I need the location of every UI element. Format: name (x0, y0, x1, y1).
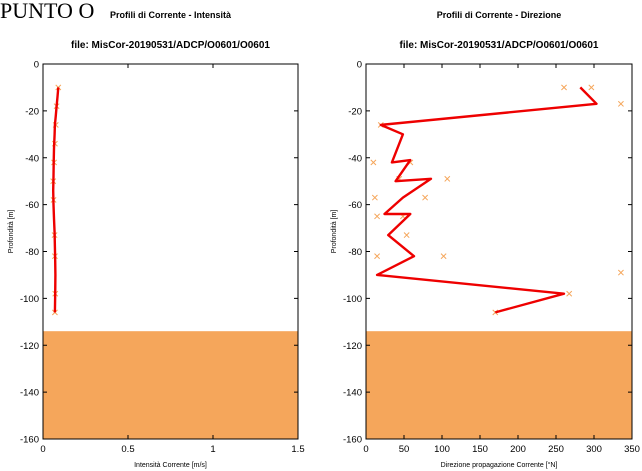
x-tick-label: 50 (399, 444, 410, 455)
x-tick-label: 350 (624, 444, 640, 455)
y-tick-label: -160 (20, 435, 39, 446)
y-tick-label: -20 (348, 106, 362, 117)
sample-marker (371, 194, 378, 201)
y-tick-label: -80 (25, 247, 39, 258)
x-tick-label: 100 (434, 444, 450, 455)
seabed-area (43, 331, 298, 439)
sample-marker (617, 269, 624, 276)
x-tick-label: 300 (586, 444, 602, 455)
sample-marker (566, 290, 573, 297)
x-tick-label: 250 (548, 444, 564, 455)
x-tick-label: 200 (510, 444, 526, 455)
x-tick-label: 1 (210, 444, 215, 455)
sample-marker (374, 253, 381, 260)
y-tick-label: -120 (343, 341, 362, 352)
chart-title: Profili di Corrente - Intensità (110, 10, 232, 20)
seabed-area (366, 331, 632, 439)
sample-marker (617, 100, 624, 107)
page-title: PUNTO O (0, 0, 95, 23)
x-tick-label: 1.5 (291, 444, 304, 455)
sample-marker (440, 253, 447, 260)
sample-marker (444, 175, 451, 182)
plot-frame (42, 63, 299, 440)
chart-intensity: Profili di Corrente - Intensità file: Mis… (8, 10, 305, 469)
sample-marker (51, 309, 58, 316)
y-tick-label: 0 (357, 60, 362, 71)
x-tick-label: 0 (363, 444, 368, 455)
chart-subtitle: file: MisCor-20190531/ADCP/O0601/O0601 (400, 40, 599, 51)
sample-marker (403, 232, 410, 239)
y-tick-label: -140 (343, 388, 362, 399)
y-tick-label: -20 (25, 106, 39, 117)
y-tick-label: -100 (343, 294, 362, 305)
profile-line (52, 87, 60, 313)
y-axis-label: Profondità [m] (331, 210, 338, 254)
y-tick-label: -80 (348, 247, 362, 258)
profile-line (375, 86, 598, 314)
sample-marker (422, 194, 429, 201)
x-axis-label: Direzione propagazione Corrente [°N] (441, 461, 558, 469)
y-tick-label: -100 (20, 294, 39, 305)
x-tick-label: 0.5 (121, 444, 134, 455)
y-tick-label: -40 (25, 153, 39, 164)
chart-title: Profili di Corrente - Direzione (437, 10, 562, 20)
chart-subtitle: file: MisCor-20190531/ADCP/O0601/O0601 (71, 40, 270, 51)
x-tick-label: 150 (472, 444, 488, 455)
x-tick-label: 0 (40, 444, 45, 455)
plot-frame (365, 63, 633, 440)
y-tick-label: -140 (20, 388, 39, 399)
sample-marker (370, 159, 377, 166)
y-axis-label: Profondità [m] (8, 210, 15, 254)
y-tick-label: -40 (348, 153, 362, 164)
y-tick-label: -120 (20, 341, 39, 352)
sample-marker (561, 84, 567, 91)
sample-marker (374, 213, 381, 220)
x-axis-label: Intensità Corrente [m/s] (134, 462, 207, 469)
sample-marker (588, 84, 595, 91)
chart-direction: Profili di Corrente - Direzione file: Mis… (331, 10, 640, 469)
y-tick-label: 0 (34, 60, 39, 71)
y-tick-label: -160 (343, 435, 362, 446)
y-tick-label: -60 (25, 200, 39, 211)
y-tick-label: -60 (348, 200, 362, 211)
